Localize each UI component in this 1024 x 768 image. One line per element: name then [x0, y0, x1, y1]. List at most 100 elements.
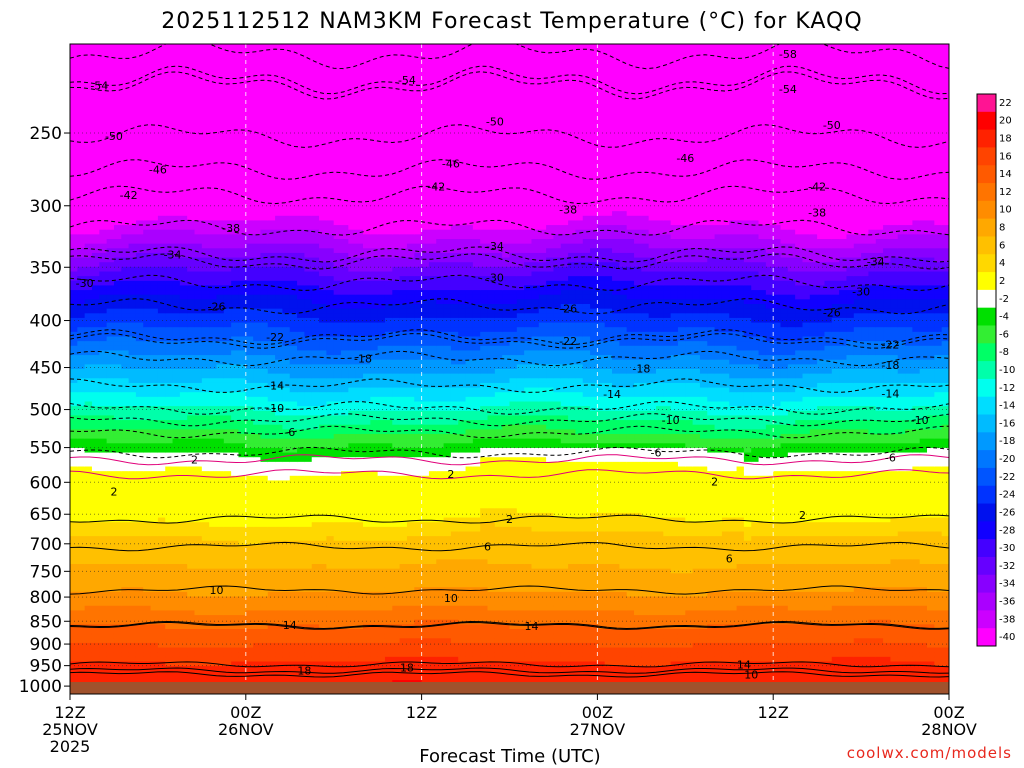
temperature-cell [289, 113, 298, 119]
temperature-cell [165, 475, 174, 482]
temperature-cell [150, 661, 159, 667]
temperature-cell [99, 647, 108, 653]
temperature-cell [157, 438, 166, 444]
temperature-cell [267, 485, 276, 491]
temperature-cell [245, 499, 254, 505]
temperature-cell [113, 345, 122, 352]
temperature-cell [245, 601, 254, 607]
temperature-cell [143, 489, 152, 495]
temperature-cell [231, 266, 240, 273]
temperature-cell [121, 410, 130, 417]
temperature-cell [77, 396, 86, 403]
temperature-cell [172, 545, 181, 551]
temperature-cell [172, 480, 181, 486]
temperature-cell [297, 601, 305, 607]
temperature-cell [231, 294, 240, 300]
temperature-cell [209, 53, 218, 59]
temperature-cell [260, 429, 269, 435]
temperature-cell [91, 517, 100, 523]
temperature-cell [187, 624, 196, 630]
temperature-cell [304, 239, 313, 245]
temperature-cell [319, 345, 327, 352]
temperature-cell [267, 517, 276, 523]
temperature-cell [209, 271, 218, 277]
temperature-cell [179, 410, 188, 417]
temperature-cell [231, 164, 240, 170]
temperature-cell [319, 317, 327, 324]
temperature-cell [106, 308, 115, 314]
temperature-cell [260, 285, 269, 291]
temperature-cell [238, 81, 247, 87]
temperature-cell [223, 508, 232, 514]
temperature-cell [143, 183, 152, 189]
temperature-cell [165, 220, 174, 226]
temperature-cell [106, 596, 115, 602]
temperature-cell [238, 44, 247, 50]
temperature-cell [150, 475, 159, 482]
temperature-cell [223, 229, 232, 235]
temperature-cell [297, 629, 305, 635]
temperature-cell [187, 461, 196, 468]
temperature-cell [267, 48, 276, 54]
temperature-cell [91, 499, 100, 505]
temperature-cell [282, 410, 291, 417]
temperature-cell [194, 652, 203, 658]
temperature-cell [135, 531, 144, 537]
temperature-cell [201, 257, 210, 263]
temperature-cell [311, 605, 320, 612]
temperature-cell [282, 480, 291, 486]
temperature-cell [231, 587, 240, 593]
temperature-cell [245, 438, 254, 444]
temperature-cell [223, 109, 232, 115]
temperature-cell [150, 174, 159, 180]
temperature-cell [194, 545, 203, 551]
temperature-cell [172, 183, 181, 189]
temperature-cell [143, 44, 152, 50]
temperature-cell [84, 285, 93, 291]
temperature-cell [209, 322, 218, 328]
temperature-cell [77, 276, 86, 282]
temperature-cell [135, 666, 144, 672]
temperature-cell [245, 508, 254, 514]
temperature-cell [91, 629, 100, 635]
temperature-cell [157, 206, 166, 212]
temperature-cell [282, 62, 291, 68]
temperature-cell [121, 113, 130, 119]
temperature-cell [245, 350, 254, 356]
temperature-cell [135, 197, 144, 203]
temperature-cell [275, 141, 284, 147]
temperature-cell [282, 601, 291, 607]
temperature-cell [150, 201, 159, 208]
temperature-cell [260, 243, 269, 249]
temperature-cell [143, 141, 152, 147]
temperature-cell [70, 577, 78, 584]
temperature-cell [311, 392, 320, 398]
temperature-cell [260, 526, 269, 533]
temperature-cell [172, 364, 181, 370]
temperature-cell [77, 85, 86, 92]
temperature-cell [201, 656, 210, 663]
temperature-cell [84, 109, 93, 115]
temperature-cell [91, 568, 100, 574]
temperature-cell [209, 81, 218, 87]
temperature-cell [260, 443, 269, 449]
temperature-cell [326, 155, 335, 161]
temperature-cell [311, 187, 320, 194]
temperature-cell [238, 410, 247, 417]
temperature-cell [201, 252, 210, 259]
temperature-cell [311, 252, 320, 259]
temperature-cell [245, 290, 254, 296]
temperature-cell [238, 438, 247, 444]
temperature-cell [245, 675, 254, 681]
temperature-cell [106, 661, 115, 667]
temperature-cell [99, 382, 108, 389]
temperature-cell [216, 187, 225, 194]
temperature-cell [319, 257, 327, 263]
temperature-cell [209, 67, 218, 73]
temperature-cell [260, 122, 269, 129]
temperature-cell [216, 670, 225, 677]
temperature-cell [260, 350, 269, 356]
temperature-cell [238, 280, 247, 287]
temperature-cell [253, 280, 262, 287]
temperature-cell [77, 118, 86, 124]
